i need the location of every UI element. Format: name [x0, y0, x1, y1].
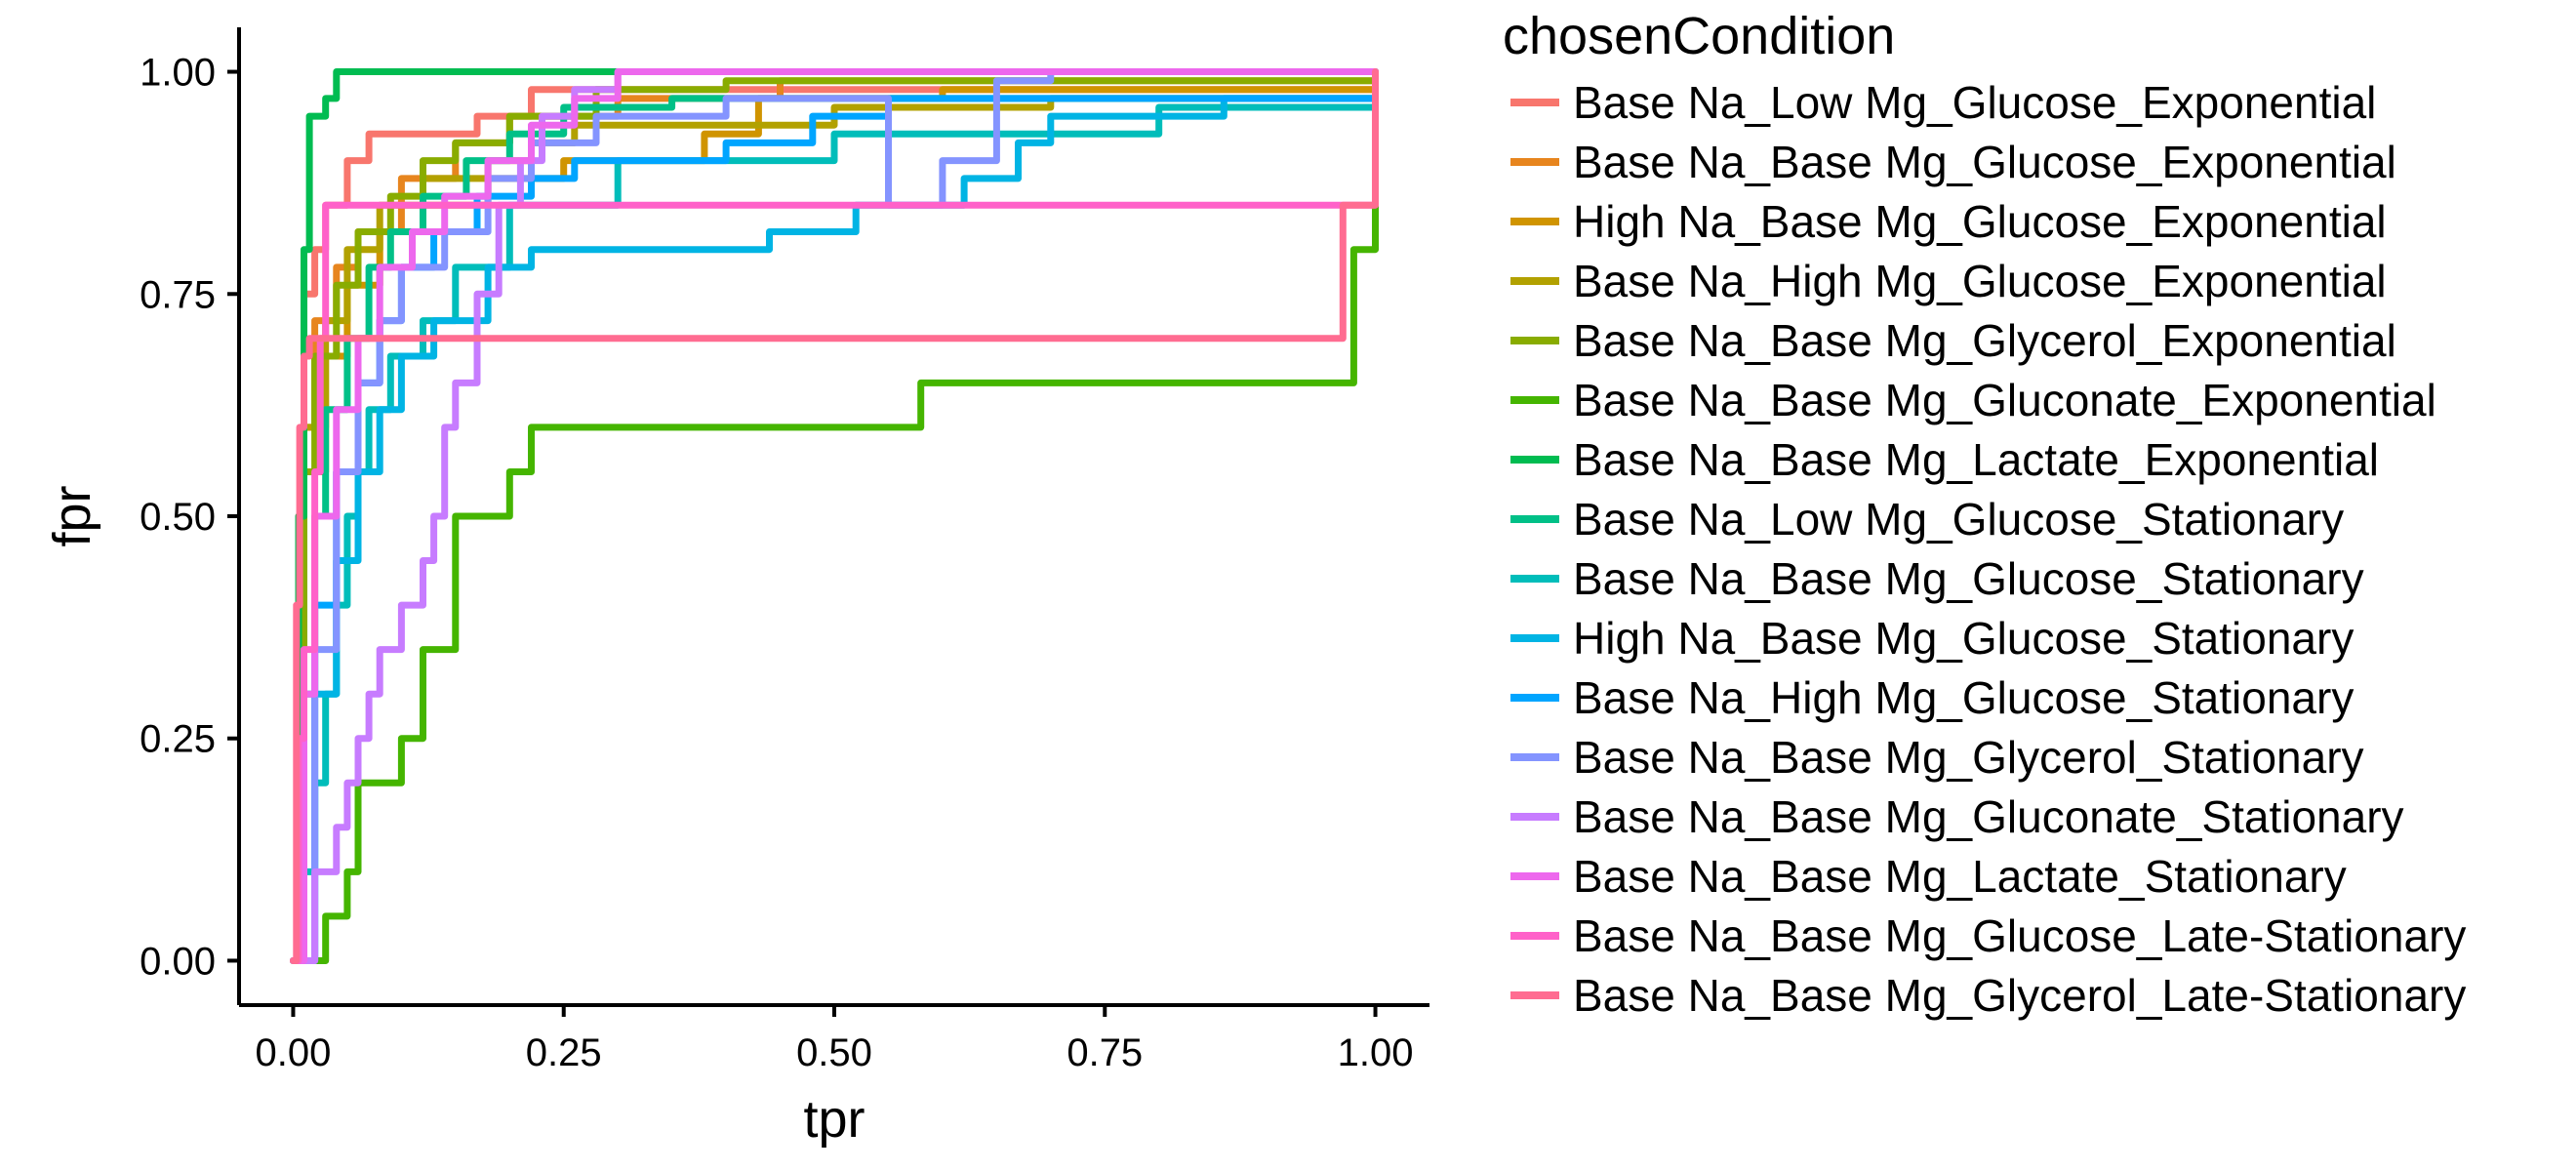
legend: chosenCondition Base Na_Low Mg_Glucose_E… — [1503, 7, 2466, 1021]
legend-label: Base Na_Base Mg_Lactate_Stationary — [1573, 851, 2347, 902]
series-line-10 — [290, 68, 1379, 964]
legend-label: Base Na_Base Mg_Gluconate_Stationary — [1573, 791, 2404, 842]
y-tick-label: 0.75 — [140, 273, 216, 316]
legend-item: Base Na_Base Mg_Gluconate_Exponential — [1510, 375, 2436, 425]
legend-item: High Na_Base Mg_Glucose_Exponential — [1510, 196, 2387, 247]
x-tick-label: 1.00 — [1338, 1031, 1414, 1074]
legend-label: High Na_Base Mg_Glucose_Exponential — [1573, 196, 2387, 247]
x-tick-label: 0.25 — [526, 1031, 602, 1074]
legend-label: Base Na_Base Mg_Glycerol_Late-Stationary — [1573, 970, 2466, 1021]
y-tick-label: 1.00 — [140, 52, 216, 95]
axes-layer — [237, 27, 1429, 1007]
legend-label: Base Na_Low Mg_Glucose_Stationary — [1573, 494, 2344, 545]
legend-item: Base Na_Base Mg_Lactate_Exponential — [1510, 434, 2379, 485]
x-axis-title: tpr — [803, 1090, 865, 1149]
legend-label: Base Na_Base Mg_Glycerol_Exponential — [1573, 315, 2396, 366]
legend-label: Base Na_High Mg_Glucose_Exponential — [1573, 256, 2387, 306]
series-line-5 — [290, 68, 1379, 964]
legend-item: Base Na_Base Mg_Glucose_Exponential — [1510, 137, 2396, 187]
legend-label: Base Na_Base Mg_Lactate_Exponential — [1573, 434, 2379, 485]
legend-item: Base Na_Base Mg_Glycerol_Exponential — [1510, 315, 2396, 366]
legend-item: High Na_Base Mg_Glucose_Stationary — [1510, 613, 2354, 664]
series-line-12 — [290, 68, 1379, 964]
legend-label: Base Na_High Mg_Glucose_Stationary — [1573, 672, 2354, 723]
legend-label: Base Na_Base Mg_Glucose_Exponential — [1573, 137, 2396, 187]
legend-label: Base Na_Base Mg_Glucose_Late-Stationary — [1573, 910, 2466, 961]
legend-label: Base Na_Base Mg_Gluconate_Exponential — [1573, 375, 2436, 425]
x-tick-label: 0.75 — [1067, 1031, 1143, 1074]
series-layer — [290, 68, 1379, 964]
legend-title: chosenCondition — [1503, 7, 1895, 65]
y-tick-label: 0.50 — [140, 496, 216, 539]
legend-item: Base Na_Base Mg_Glucose_Late-Stationary — [1510, 910, 2466, 961]
legend-items: Base Na_Low Mg_Glucose_Exponential Base N… — [1510, 77, 2466, 1021]
legend-item: Base Na_Base Mg_Glucose_Stationary — [1510, 553, 2364, 604]
series-line-6 — [290, 68, 1379, 964]
legend-item: Base Na_High Mg_Glucose_Exponential — [1510, 256, 2387, 306]
legend-item: Base Na_Base Mg_Gluconate_Stationary — [1510, 791, 2404, 842]
x-tick-label: 0.00 — [256, 1031, 332, 1074]
series-line-13 — [290, 68, 1379, 964]
x-tick-label: 0.50 — [796, 1031, 872, 1074]
legend-item: Base Na_Base Mg_Lactate_Stationary — [1510, 851, 2347, 902]
legend-item: Base Na_Low Mg_Glucose_Stationary — [1510, 494, 2344, 545]
series-line-16 — [290, 68, 1379, 964]
legend-label: Base Na_Low Mg_Glucose_Exponential — [1573, 77, 2376, 128]
legend-item: Base Na_Base Mg_Glycerol_Stationary — [1510, 732, 2364, 783]
legend-label: High Na_Base Mg_Glucose_Stationary — [1573, 613, 2354, 664]
legend-label: Base Na_Base Mg_Glycerol_Stationary — [1573, 732, 2364, 783]
y-axis-title: fpr — [43, 485, 101, 546]
legend-item: Base Na_Base Mg_Glycerol_Late-Stationary — [1510, 970, 2466, 1021]
ticks-layer: 0.00 0.25 0.50 0.75 1.00 0.00 0.25 0.50 0.75 1.00 — [140, 52, 1413, 1074]
legend-item: Base Na_High Mg_Glucose_Stationary — [1510, 672, 2354, 723]
y-tick-label: 0.25 — [140, 718, 216, 761]
y-tick-label: 0.00 — [140, 940, 216, 983]
legend-item: Base Na_Low Mg_Glucose_Exponential — [1510, 77, 2376, 128]
legend-label: Base Na_Base Mg_Glucose_Stationary — [1573, 553, 2364, 604]
plot-panel: 0.00 0.25 0.50 0.75 1.00 0.00 0.25 0.50 0.75 1.00 — [140, 27, 1429, 1074]
